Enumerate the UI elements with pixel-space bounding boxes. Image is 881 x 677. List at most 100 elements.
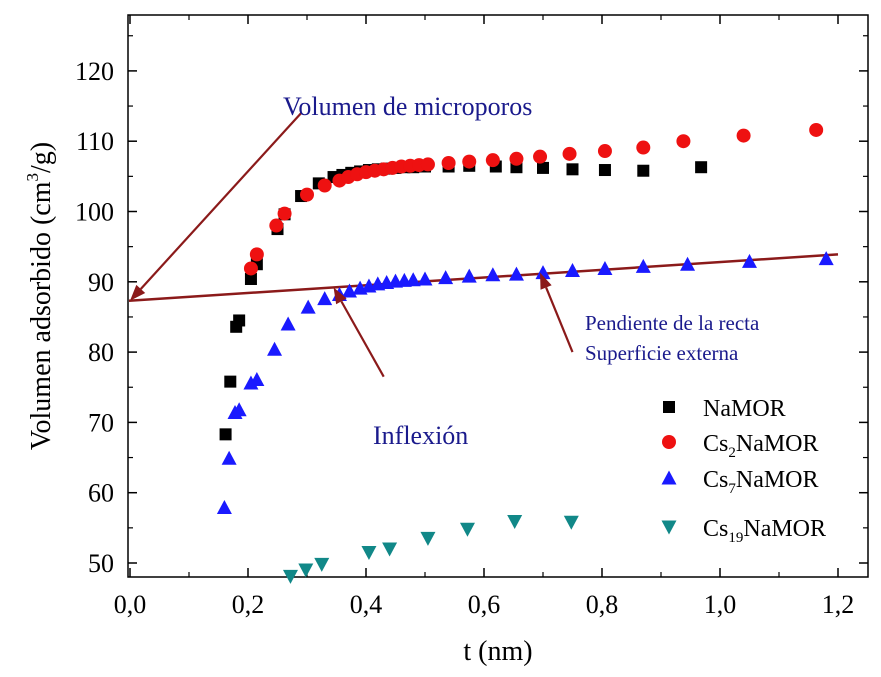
x-axis-label: t (nm): [463, 636, 532, 667]
data-point: [216, 499, 232, 514]
legend-label-NaMOR: NaMOR: [703, 396, 786, 422]
y-tick-label: 80: [88, 338, 114, 367]
data-point: [249, 372, 265, 387]
data-point: [405, 272, 421, 287]
data-point: [566, 163, 579, 176]
data-point: [680, 256, 696, 271]
x-tick-label: 0,4: [350, 590, 383, 619]
data-point: [562, 146, 577, 161]
data-point: [244, 272, 257, 285]
annotation-arrow-line: [139, 112, 302, 290]
annotation-pendiente: Pendiente de la recta: [585, 311, 760, 335]
data-point: [565, 263, 580, 278]
annotation-arrow-head: [130, 284, 146, 301]
data-point: [636, 140, 651, 155]
data-point: [736, 128, 751, 143]
y-axis-label: Volumen adsorbido (cm3/g): [23, 142, 57, 450]
data-point: [695, 161, 708, 174]
data-point: [300, 299, 316, 314]
data-point: [249, 247, 264, 262]
data-point: [485, 153, 500, 168]
data-point: [742, 253, 757, 268]
y-tick-label: 100: [75, 198, 114, 227]
legend-marker-Cs2NaMOR: [662, 435, 676, 449]
data-point: [382, 542, 398, 557]
data-point: [508, 266, 524, 281]
x-tick-label: 0,2: [232, 590, 265, 619]
legend-label-Cs7NaMOR: Cs7NaMOR: [703, 467, 819, 497]
data-point: [637, 164, 650, 177]
data-point: [635, 258, 651, 273]
annotation-arrow-line: [545, 287, 574, 353]
data-point: [507, 515, 523, 530]
x-axis: 0,0 0,2 0,4 0,6 0,8 1,0 1,2: [114, 15, 855, 619]
data-point: [219, 428, 232, 441]
series-Cs19NaMOR: [282, 515, 579, 584]
legend-label-tail: NaMOR: [736, 431, 819, 457]
data-point: [461, 268, 477, 283]
y-tick-label: 50: [88, 549, 114, 578]
fit-line: [128, 253, 839, 303]
annotation-superficie: Superficie externa: [585, 341, 739, 365]
x-tick-label: 1,2: [822, 590, 855, 619]
data-point: [243, 375, 259, 390]
legend-label-main: NaMOR: [703, 396, 786, 422]
data-point: [441, 155, 456, 170]
annotation-arrow-head: [540, 272, 552, 290]
legend-label-tail: NaMOR: [743, 516, 826, 542]
data-point: [597, 144, 612, 159]
x-tick-label: 1,0: [704, 590, 737, 619]
y-axis-label-sup: 3: [23, 173, 42, 182]
data-point: [818, 251, 834, 266]
data-point: [417, 271, 433, 286]
x-tick-label: 0,8: [586, 590, 619, 619]
data-point: [420, 157, 435, 172]
data-point: [300, 187, 314, 202]
data-point: [485, 267, 501, 282]
legend-label-sub: 2: [728, 445, 736, 461]
legend-label-Cs19NaMOR: Cs19NaMOR: [703, 516, 826, 546]
legend-marker-Cs7NaMOR: [661, 470, 677, 485]
data-point: [224, 375, 237, 388]
data-point: [317, 291, 333, 306]
data-point: [535, 265, 551, 280]
legend-label-sub: 19: [728, 530, 743, 546]
x-tick-label: 0,6: [468, 590, 501, 619]
legend-label-main: Cs: [703, 467, 728, 493]
y-axis-label-main: Volumen adsorbido (cm: [26, 181, 57, 450]
y-tick-label: 110: [76, 127, 114, 156]
legend-label-main: Cs: [703, 431, 728, 457]
annotation-arrows: [130, 112, 574, 378]
legend-marker-NaMOR: [663, 401, 675, 413]
data-point: [280, 316, 296, 331]
legend-label-Cs2NaMOR: Cs2NaMOR: [703, 431, 819, 461]
data-point: [314, 557, 330, 572]
y-axis-label-tail: /g): [26, 142, 57, 173]
data-point: [598, 164, 611, 177]
annotation-arrow-line: [340, 300, 385, 378]
data-point: [267, 341, 283, 356]
y-tick-label: 120: [75, 57, 114, 86]
y-tick-label: 90: [88, 268, 114, 297]
data-point: [420, 531, 436, 546]
data-point: [459, 522, 475, 537]
data-point: [233, 314, 246, 327]
data-point: [563, 515, 579, 530]
y-tick-label: 60: [88, 479, 114, 508]
y-axis: 50 60 70 80 90 100 110 120: [75, 35, 868, 578]
series-Cs7NaMOR: [216, 251, 834, 514]
data-point: [676, 134, 691, 149]
data-point: [277, 206, 292, 221]
annotation-arrow-head: [333, 287, 347, 305]
fit-line-group: [128, 253, 839, 303]
data-point: [597, 260, 613, 275]
annotation-inflexion: Inflexión: [373, 421, 468, 450]
data-point: [298, 563, 314, 578]
data-point: [509, 151, 524, 166]
data-point: [231, 402, 247, 417]
data-point: [269, 218, 284, 233]
series-Cs2NaMOR: [243, 122, 824, 276]
legend-label-main: Cs: [703, 516, 728, 542]
data-point: [361, 545, 377, 560]
